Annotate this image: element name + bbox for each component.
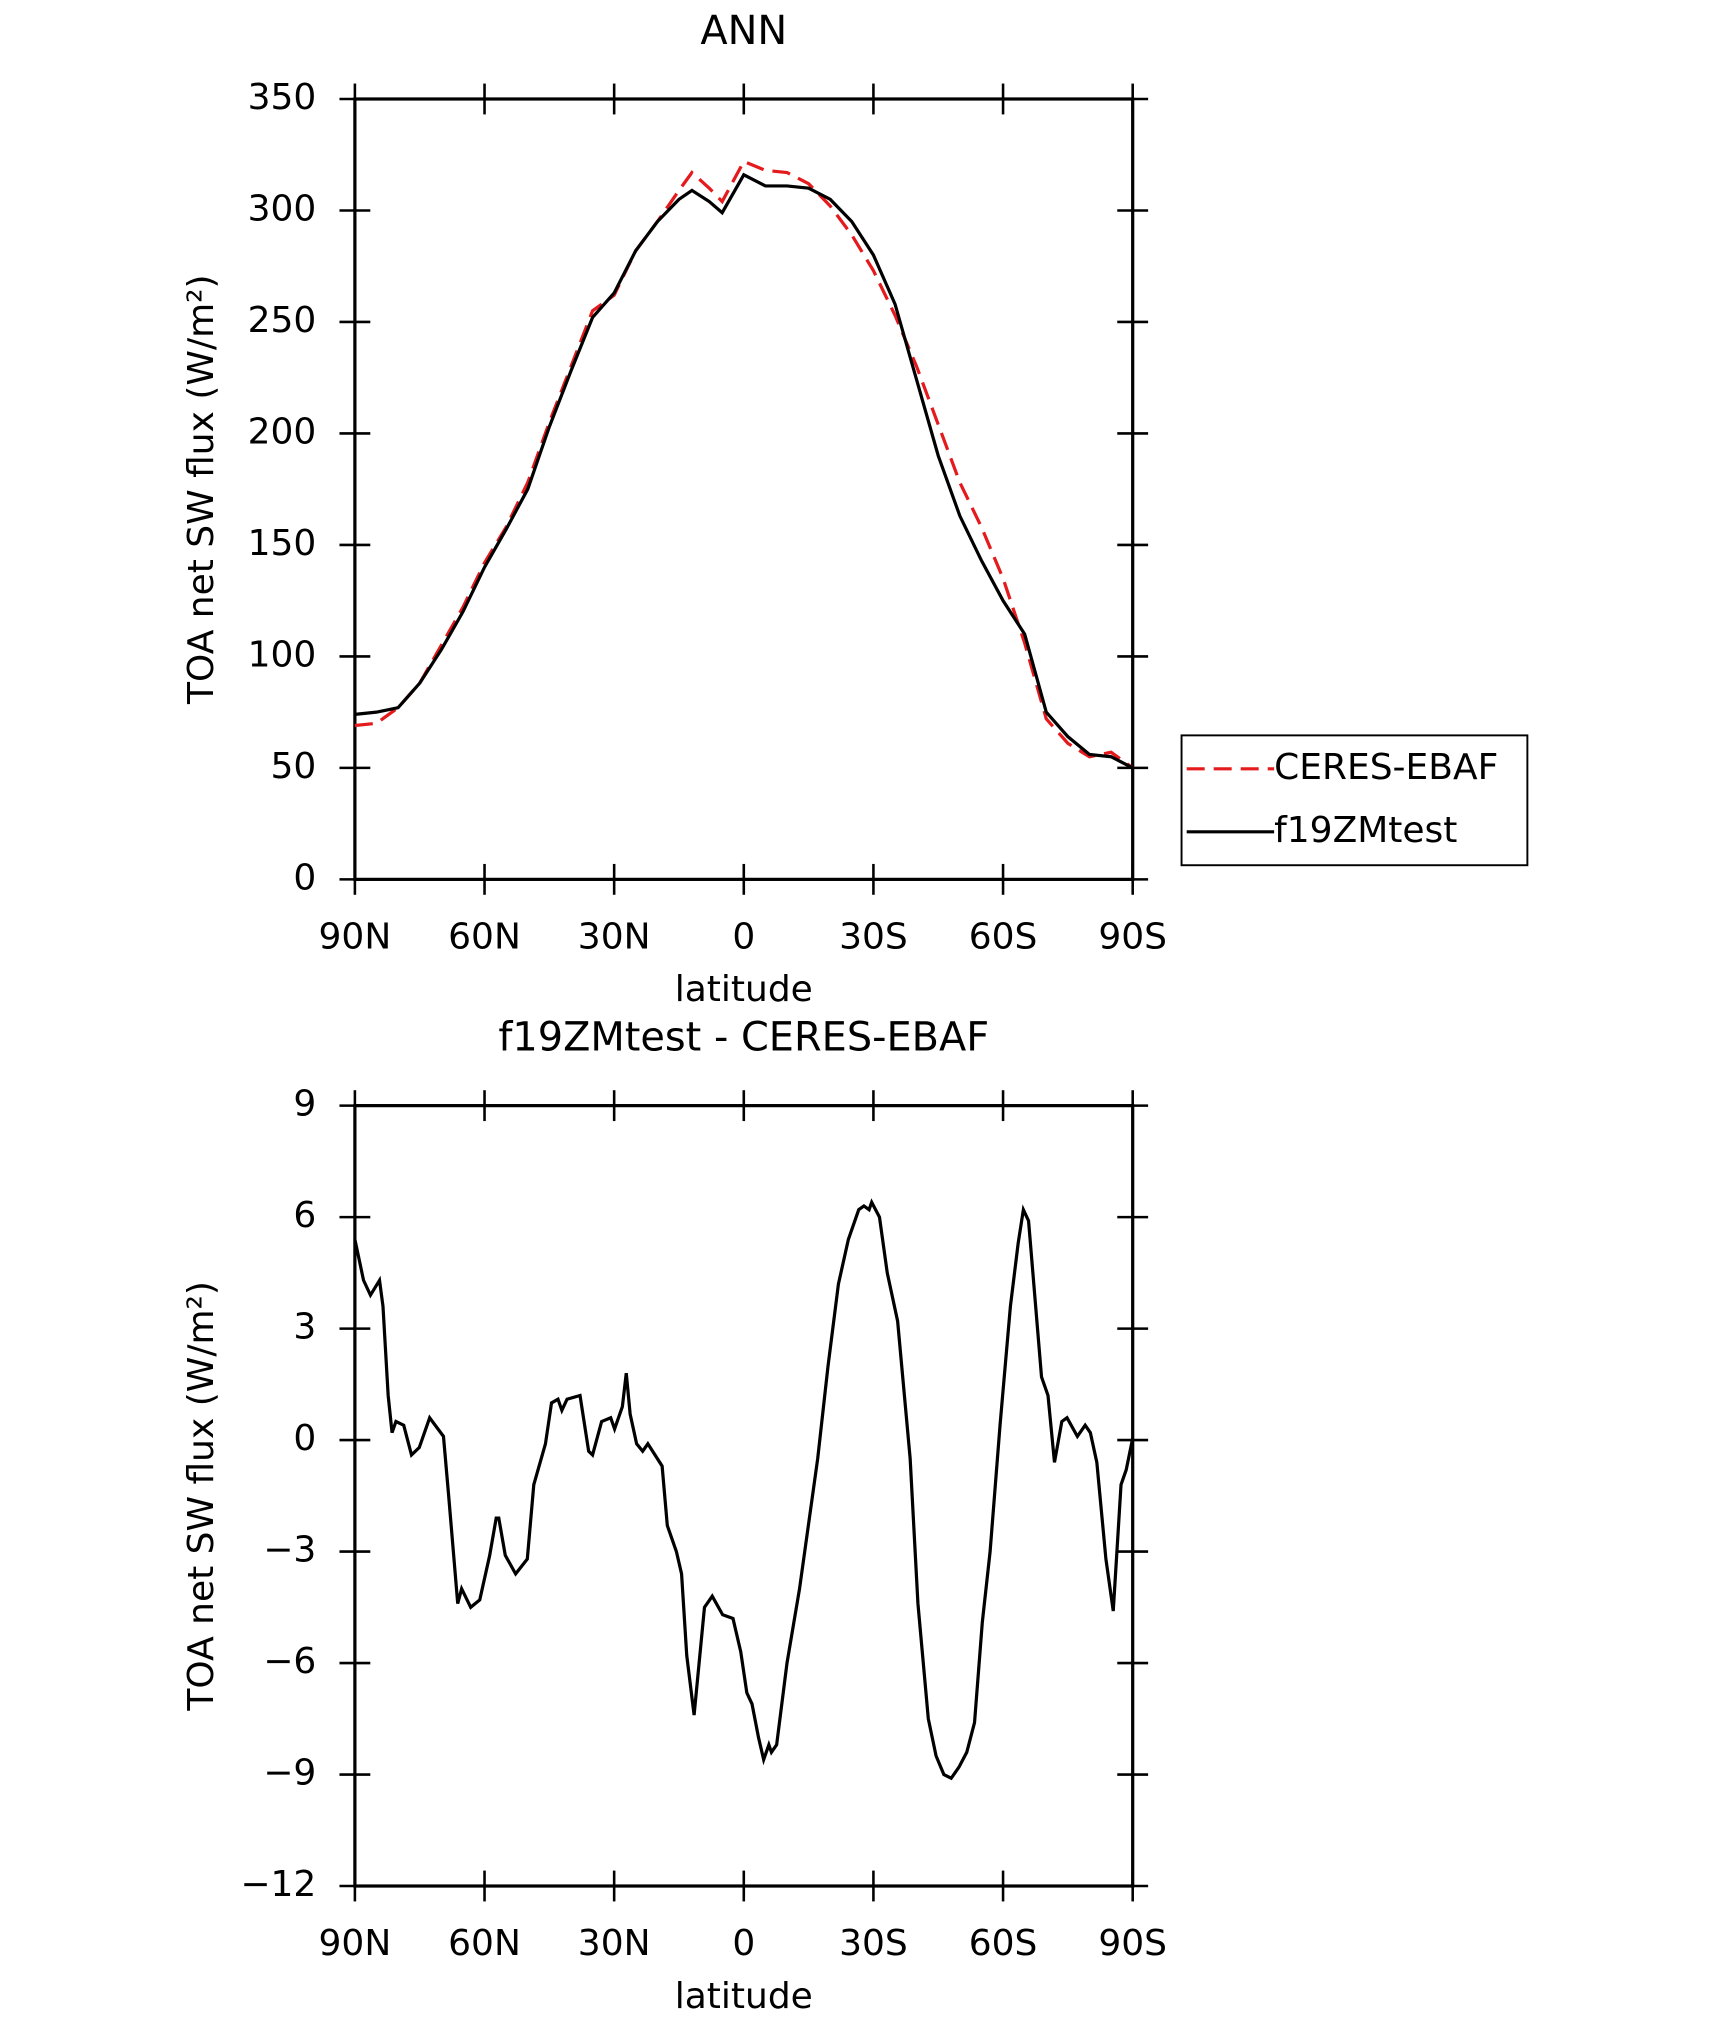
y-tick-label: 250 (248, 300, 317, 341)
y-tick-label: −6 (263, 1641, 316, 1682)
y-tick-label: 350 (248, 77, 317, 118)
y-tick-label: 150 (248, 523, 317, 564)
x-tick-label: 90N (319, 917, 392, 958)
x-tick-label: 90N (319, 1923, 392, 1964)
y-tick-label: 50 (271, 746, 317, 787)
y-tick-label: −3 (263, 1530, 316, 1571)
x-tick-label: 30S (839, 917, 908, 958)
y-tick-label: 100 (248, 634, 317, 675)
x-tick-label: 30N (578, 1923, 651, 1964)
x-tick-label: 60S (969, 1923, 1038, 1964)
y-tick-label: 9 (293, 1084, 316, 1125)
legend-box (1180, 734, 1529, 867)
x-tick-label: 60S (969, 917, 1038, 958)
legend-label: CERES-EBAF (1274, 747, 1498, 788)
y-tick-label: −9 (263, 1753, 316, 1794)
y-tick-label: 0 (293, 857, 316, 898)
y-tick-label: 200 (248, 411, 317, 452)
chart-title: f19ZMtest - CERES-EBAF (498, 1015, 989, 1061)
x-tick-label: 90S (1098, 1923, 1167, 1964)
y-tick-label: 0 (293, 1418, 316, 1459)
y-tick-label: 300 (248, 188, 317, 229)
x-tick-label: 60N (448, 1923, 521, 1964)
y-tick-label: 3 (293, 1307, 316, 1348)
x-axis-label: latitude (675, 1976, 813, 2017)
y-axis-label: TOA net SW flux (W/m²) (181, 1281, 222, 1712)
x-tick-label: 0 (732, 1923, 755, 1964)
x-tick-label: 30N (578, 917, 651, 958)
plot-frame (353, 97, 1135, 881)
plot-frame (353, 1104, 1135, 1888)
y-tick-label: 6 (293, 1195, 316, 1236)
y-tick-label: −12 (240, 1864, 316, 1905)
x-tick-label: 60N (448, 917, 521, 958)
data-line (354, 159, 1134, 770)
chart-title: ANN (700, 8, 787, 54)
data-line (353, 1198, 1135, 1781)
data-line (354, 172, 1134, 770)
x-tick-label: 90S (1098, 917, 1167, 958)
legend-label: f19ZMtest (1274, 810, 1457, 851)
x-tick-label: 0 (732, 917, 755, 958)
x-tick-label: 30S (839, 1923, 908, 1964)
y-axis-label: TOA net SW flux (W/m²) (181, 274, 222, 705)
x-axis-label: latitude (675, 969, 813, 1010)
